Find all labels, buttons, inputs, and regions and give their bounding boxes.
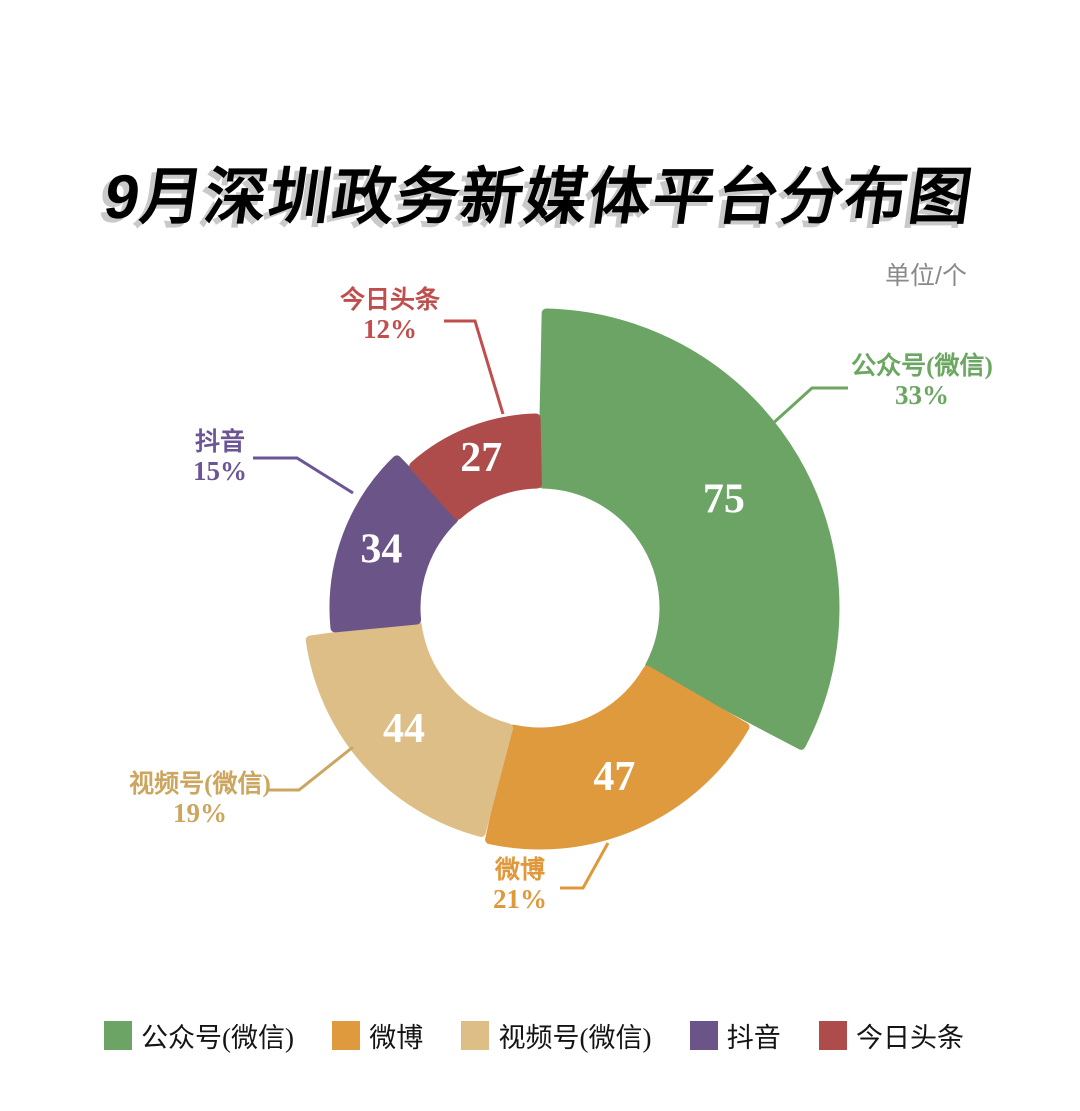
pie-slice-0[interactable] <box>538 308 840 750</box>
slice-value-label-4: 27 <box>460 435 502 481</box>
leader-line-0 <box>768 386 848 428</box>
legend: 公众号(微信) 微博 视频号(微信) 抖音 今日头条 <box>104 1016 964 1055</box>
callout-percent: 19% <box>173 798 227 828</box>
legend-item-douyin[interactable]: 抖音 <box>689 1016 781 1055</box>
legend-label: 今日头条 <box>855 1023 964 1053</box>
leader-line-1 <box>560 842 610 890</box>
legend-item-toutiao[interactable]: 今日头条 <box>818 1016 964 1055</box>
legend-item-shipinhao[interactable]: 视频号(微信) <box>461 1016 651 1055</box>
callout-percent: 33% <box>895 380 949 410</box>
legend-swatch-icon <box>818 1021 847 1050</box>
callout-name: 今日头条 <box>339 287 440 314</box>
callout-name: 公众号(微信) <box>851 353 993 380</box>
legend-label: 微博 <box>369 1023 424 1053</box>
callout-toutiao: 今日头条 12% <box>310 286 470 344</box>
callout-name: 微博 <box>494 857 545 884</box>
callout-douyin: 抖音 15% <box>140 428 300 486</box>
slice-value-label-1: 47 <box>593 754 635 800</box>
legend-label: 视频号(微信) <box>498 1023 652 1053</box>
callout-percent: 21% <box>493 884 547 914</box>
callout-shipinhao: 视频号(微信) 19% <box>120 770 280 828</box>
legend-swatch-icon <box>332 1021 361 1050</box>
leader-line-4 <box>444 319 505 415</box>
callout-gongzhonghao: 公众号(微信) 33% <box>842 352 1002 410</box>
slice-value-label-2: 44 <box>383 706 425 752</box>
pie-slice-3[interactable] <box>329 455 459 633</box>
callout-percent: 12% <box>363 314 417 344</box>
pie-slice-4[interactable] <box>409 413 542 520</box>
unit-label: 单位/个 <box>885 262 967 290</box>
callout-percent: 15% <box>193 456 247 486</box>
leader-line-3 <box>253 456 354 495</box>
pie-slice-1[interactable] <box>485 665 750 850</box>
legend-swatch-icon <box>104 1021 132 1050</box>
callout-name: 抖音 <box>194 429 245 456</box>
legend-swatch-icon <box>461 1021 490 1050</box>
slice-value-label-3: 34 <box>360 527 402 573</box>
legend-item-gongzhonghao[interactable]: 公众号(微信) <box>104 1016 294 1055</box>
legend-item-weibo[interactable]: 微博 <box>332 1016 423 1055</box>
slice-value-label-0: 75 <box>703 477 745 523</box>
pie-slice-2[interactable] <box>305 620 514 837</box>
callout-weibo: 微博 21% <box>440 856 600 914</box>
legend-swatch-icon <box>689 1021 718 1050</box>
legend-label: 公众号(微信) <box>141 1023 294 1053</box>
leader-line-2 <box>268 745 354 792</box>
callout-name: 视频号(微信) <box>129 771 271 798</box>
legend-label: 抖音 <box>726 1023 781 1053</box>
